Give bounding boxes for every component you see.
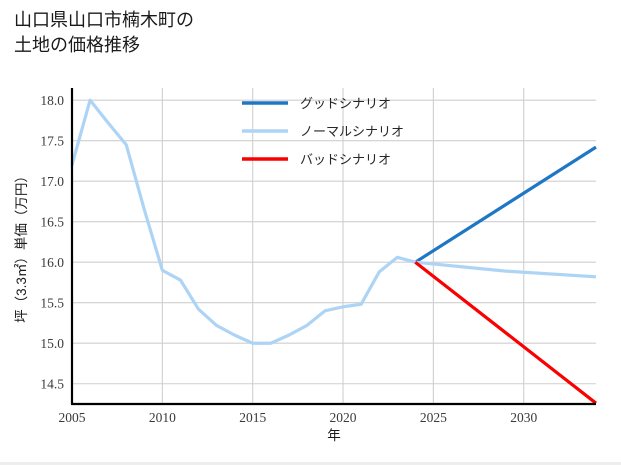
legend-label-バッドシナリオ[interactable]: バッドシナリオ: [300, 152, 391, 167]
x-tick-label: 2015: [239, 410, 266, 425]
x-tick-label: 2005: [59, 410, 86, 425]
axis-spines-group: [70, 88, 596, 406]
y-tick-label: 14.5: [40, 377, 64, 392]
y-tick-label: 16.0: [40, 255, 64, 270]
y-tick-label: 17.0: [40, 174, 64, 189]
series-line-グッドシナリオ: [414, 145, 597, 264]
y-axis-ticks-group: 14.5 15.0 15.5 16.0 16.5 17.0 17.5 18.0: [40, 93, 64, 392]
y-tick-label: 15.5: [40, 296, 64, 311]
y-tick-label: 16.5: [40, 214, 64, 229]
x-tick-label: 2010: [149, 410, 176, 425]
legend-label-ノーマルシナリオ[interactable]: ノーマルシナリオ: [300, 124, 404, 139]
x-tick-label: 2025: [420, 410, 447, 425]
legend-label-グッドシナリオ[interactable]: グッドシナリオ: [300, 96, 391, 111]
x-tick-label: 2030: [510, 410, 537, 425]
chart-title: 山口県山口市楠木町の 土地の価格推移: [14, 10, 194, 55]
y-tick-label: 15.0: [40, 336, 64, 351]
y-tick-label: 18.0: [40, 93, 64, 108]
series-line-バッドシナリオ: [414, 260, 597, 405]
x-tick-label: 2020: [330, 410, 357, 425]
y-tick-label: 17.5: [40, 133, 64, 148]
x-axis-title: 年: [327, 428, 341, 443]
x-axis-ticks-group: 2005 2010 2015 2020 2025 2030: [59, 410, 538, 425]
series-line-ノーマルシナリオ: [70, 98, 597, 345]
data-series-group: [70, 98, 597, 405]
gridlines-group: [71, 88, 596, 404]
y-axis-title: 坪（3.3㎡）単価（万円）: [14, 169, 29, 323]
